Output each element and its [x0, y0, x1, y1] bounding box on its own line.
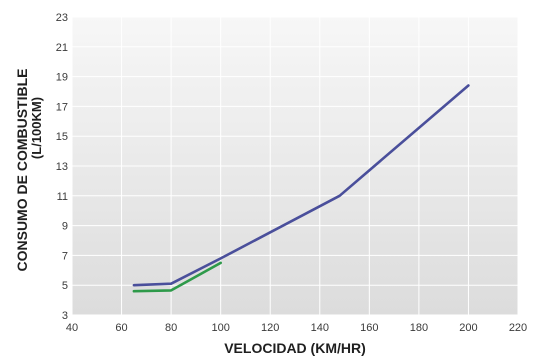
- series-layer: [132, 84, 470, 293]
- y-tick-label: 3: [62, 310, 68, 322]
- y-tick-label: 21: [56, 42, 68, 54]
- x-tick-label: 200: [459, 322, 477, 334]
- x-tick-label: 160: [360, 322, 378, 334]
- y-tick-label: 17: [56, 101, 68, 113]
- x-tick-label: 40: [66, 322, 78, 334]
- y-tick-label: 7: [62, 250, 68, 262]
- x-tick-label: 80: [165, 322, 177, 334]
- series-line-1: [132, 84, 470, 287]
- y-tick-label: 23: [56, 12, 68, 24]
- y-tick-label: 9: [62, 221, 68, 233]
- x-tick-label: 100: [211, 322, 229, 334]
- x-tick-label: 220: [509, 322, 527, 334]
- y-axis-title-units: (L/100KM): [29, 97, 44, 159]
- x-tick-label: 120: [261, 322, 279, 334]
- series-line-2: [132, 261, 222, 293]
- x-tick-label: 60: [115, 322, 127, 334]
- y-tick-label: 13: [56, 161, 68, 173]
- x-axis-ticks: 40 60 80 100 120 140 160 180 200 220: [66, 322, 527, 334]
- x-axis-title: VELOCIDAD (KM/HR): [224, 340, 366, 356]
- x-tick-label: 140: [311, 322, 329, 334]
- y-tick-label: 19: [56, 72, 68, 84]
- y-tick-label: 15: [56, 131, 68, 143]
- y-tick-label: 5: [62, 280, 68, 292]
- grid-lines: [71, 16, 519, 316]
- y-tick-label: 11: [57, 191, 68, 203]
- y-axis-ticks: 3 5 7 9 11 13 15 17 19 21 23: [56, 12, 68, 322]
- x-tick-label: 180: [410, 322, 428, 334]
- y-axis-title: CONSUMO DE COMBUSTIBLE: [14, 69, 30, 272]
